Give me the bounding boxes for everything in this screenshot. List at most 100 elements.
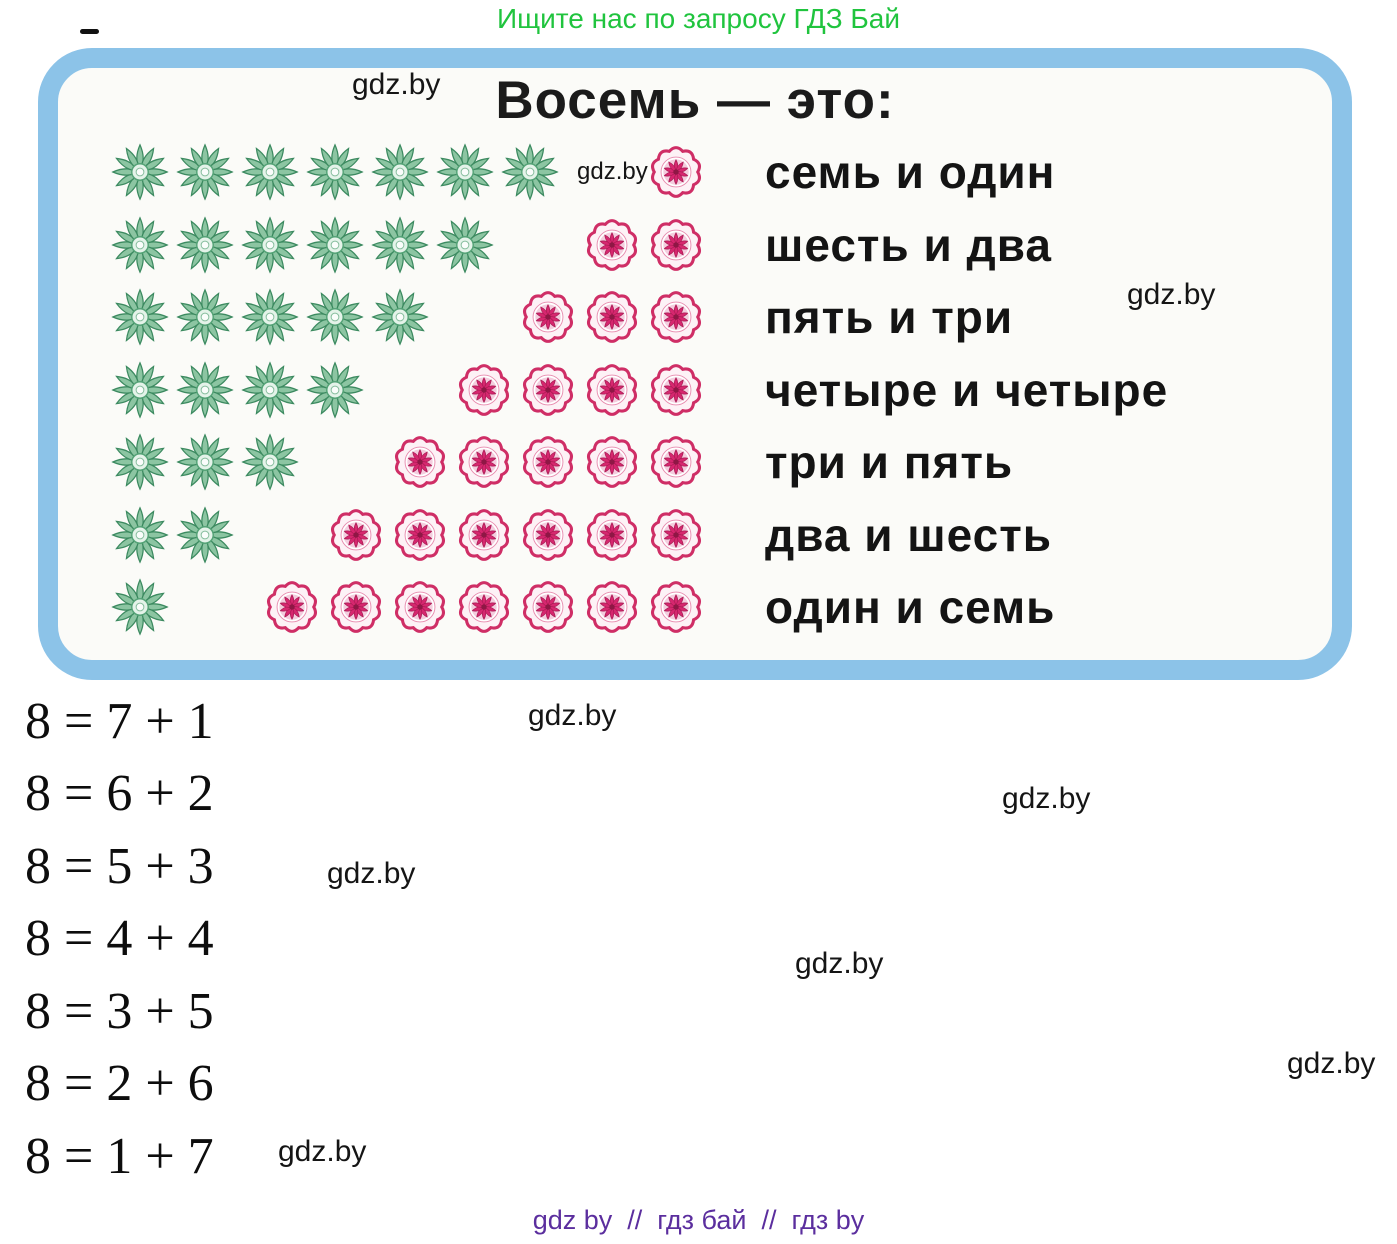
pink-flower-icon [391,506,449,564]
equation-line: 8 = 4 + 4 [25,910,214,967]
green-flower-icon [304,141,366,203]
row-label: четыре и четыре [765,363,1169,416]
green-flower-icon [239,359,301,421]
pink-flower-icon [455,361,513,419]
pink-flower-group [263,578,705,636]
pink-flower-group [647,143,705,201]
pink-flower-icon [647,143,705,201]
row-label: один и семь [765,581,1056,633]
pink-flower-icon [455,506,513,564]
green-flower-icon [174,431,236,493]
watermark: gdz.by [795,947,884,980]
pink-flower-icon [519,433,577,491]
equation-line: 8 = 3 + 5 [25,983,214,1040]
green-flower-icon [174,214,236,276]
green-flower-icon [239,286,301,348]
green-flower-icon [174,359,236,421]
watermark: gdz.by [577,158,648,185]
pink-flower-icon [583,578,641,636]
green-flower-icon [109,504,171,566]
green-flower-group [109,141,561,203]
green-flower-icon [109,286,171,348]
promo-text: Ищите нас по запросу ГДЗ Бай [496,3,901,34]
pink-flower-icon [327,506,385,564]
green-flower-group [109,576,171,638]
green-flower-icon [369,214,431,276]
pink-flower-group [583,216,705,274]
watermark: gdz.by [352,68,441,101]
green-flower-icon [109,359,171,421]
green-flower-icon [239,431,301,493]
pink-flower-icon [583,506,641,564]
watermark: gdz.by [278,1135,367,1168]
pink-flower-icon [647,433,705,491]
pink-flower-icon [583,361,641,419]
green-flower-icon [174,286,236,348]
green-flower-group [109,431,301,493]
pink-flower-icon [647,288,705,346]
row-label: семь и один [765,146,1056,198]
green-flower-icon [109,141,171,203]
decomposition-card: Восемь — это: семь и один шесть и два пять… [38,48,1352,680]
flower-row: два и шесть [58,498,1332,571]
green-flower-icon [239,141,301,203]
watermark: gdz.by [327,857,416,890]
green-flower-icon [499,141,561,203]
green-flower-icon [174,141,236,203]
pink-flower-icon [391,578,449,636]
pink-flower-icon [647,361,705,419]
equation-line: 8 = 7 + 1 [25,693,214,750]
pink-flower-icon [647,578,705,636]
equation-line: 8 = 5 + 3 [25,838,214,895]
row-label: три и пять [765,436,1014,488]
pink-flower-group [455,361,705,419]
green-flower-icon [369,141,431,203]
watermark: gdz.by [528,699,617,732]
pink-flower-icon [391,433,449,491]
green-flower-icon [109,214,171,276]
pink-flower-icon [327,578,385,636]
pink-flower-icon [583,288,641,346]
green-flower-icon [304,286,366,348]
pink-flower-icon [647,506,705,564]
green-flower-group [109,214,496,276]
pink-flower-group [519,288,705,346]
pink-flower-icon [583,216,641,274]
green-flower-icon [109,431,171,493]
flower-row: четыре и четыре [58,353,1332,426]
pink-flower-icon [519,361,577,419]
pink-flower-icon [455,433,513,491]
green-flower-icon [304,359,366,421]
card-title: Восемь — это: [495,71,895,130]
green-flower-icon [109,576,171,638]
pink-flower-icon [583,433,641,491]
pink-flower-icon [519,288,577,346]
footer-text: gdz by // гдз бай // гдз by [532,1205,865,1235]
dash-mark [80,29,99,34]
green-flower-icon [369,286,431,348]
flower-row: один и семь [58,571,1332,644]
green-flower-icon [304,214,366,276]
pink-flower-icon [647,216,705,274]
green-flower-icon [239,214,301,276]
green-flower-group [109,286,431,348]
row-label: пять и три [765,291,1014,343]
green-flower-group [109,359,366,421]
watermark: gdz.by [1127,278,1216,311]
equation-line: 8 = 6 + 2 [25,765,214,822]
pink-flower-icon [263,578,321,636]
pink-flower-group [327,506,705,564]
green-flower-icon [434,214,496,276]
pink-flower-icon [455,578,513,636]
watermark: gdz.by [1287,1047,1376,1080]
pink-flower-icon [519,578,577,636]
watermark: gdz.by [1002,782,1091,815]
flower-row: шесть и два [58,208,1332,281]
green-flower-group [109,504,236,566]
equation-line: 8 = 1 + 7 [25,1128,214,1185]
flower-row: семь и один [58,136,1332,209]
pink-flower-icon [519,506,577,564]
green-flower-icon [174,504,236,566]
flower-row: три и пять [58,426,1332,499]
